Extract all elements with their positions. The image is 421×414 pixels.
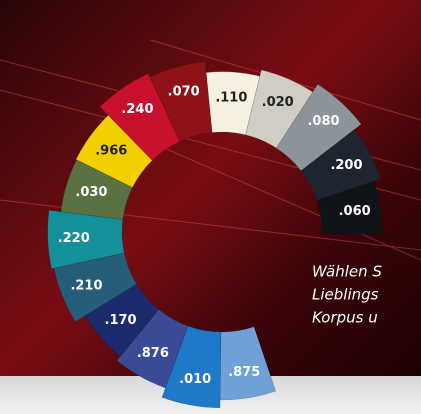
configurator: .875 .010 .876 .170 .210 .220 .030 .966 .240 .070…: [0, 0, 421, 414]
swatch-code: .080: [307, 114, 339, 129]
caption-line: Wählen S: [312, 263, 382, 281]
swatch-code: .170: [105, 313, 137, 328]
swatch-code: .010: [179, 372, 211, 387]
swatch-code: .210: [70, 279, 102, 294]
swatch-code: .876: [137, 346, 169, 361]
swatch-code: .030: [75, 185, 107, 200]
swatch-code: .020: [262, 95, 294, 110]
caption-line: Korpus u: [312, 309, 378, 327]
caption-line: Lieblings: [312, 286, 379, 304]
swatch-code: .240: [121, 102, 153, 117]
swatch-code: .060: [339, 204, 371, 219]
swatch-code: .220: [58, 231, 90, 246]
swatch-code: .875: [228, 365, 260, 380]
swatch-code: .966: [95, 144, 127, 159]
swatch-code: .200: [330, 158, 362, 173]
swatch-code: .110: [215, 91, 247, 106]
scene: .875 .010 .876 .170 .210 .220 .030 .966 .240 .070…: [0, 0, 421, 414]
swatch-code: .070: [168, 84, 200, 99]
